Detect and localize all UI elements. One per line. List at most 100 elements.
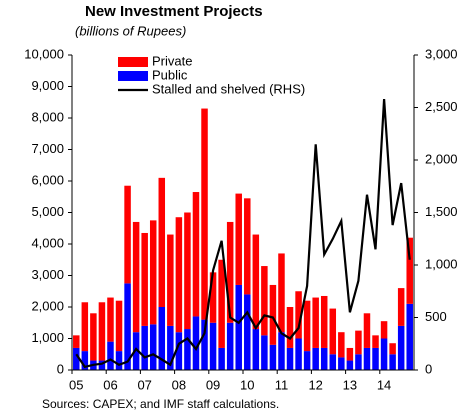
line-series [75,99,411,369]
legend-swatch [118,71,148,81]
bar [192,316,200,370]
x-tick-label: 12 [308,377,322,392]
bar [244,294,251,370]
bar [286,347,294,370]
chart-title: New Investment Projects [85,3,263,20]
x-tick-label: 13 [343,377,357,392]
bar [329,308,337,355]
chart-subtitle: (billions of Rupees) [75,23,186,38]
bar [389,343,396,355]
source-note: Sources: CAPEX; and IMF staff calculatio… [42,397,279,411]
bar [338,332,345,358]
bar [226,322,234,370]
y2-tick-label: 1,000 [425,256,458,271]
bar [141,232,148,326]
bar [244,198,251,295]
bar [397,325,405,370]
bar [303,351,311,370]
bar [115,300,123,352]
bar [175,217,183,333]
bar [98,302,106,361]
bar [295,291,302,339]
bar [218,259,225,348]
bar [406,303,413,370]
legend-label: Stalled and shelved (RHS) [152,81,305,96]
bar [303,300,311,352]
y-tick-label: 6,000 [31,172,64,187]
bar [261,335,268,370]
bar [329,354,337,370]
bar [380,321,388,339]
y-tick-label: 4,000 [31,235,64,250]
y2-tick-label: 2,000 [425,151,458,166]
bar [73,335,80,348]
bar [167,234,174,326]
bar [81,351,89,370]
bar [278,332,285,370]
bar [355,330,362,355]
bar [107,297,114,342]
bar [389,354,396,370]
bar [158,307,166,370]
bar [158,177,166,307]
bar [355,354,362,370]
bar [320,295,328,348]
y-tick-label: 2,000 [31,298,64,313]
bar [406,237,413,304]
bar [209,322,217,370]
bar [346,347,354,361]
bar [149,324,157,370]
bar [295,338,302,370]
x-tick-label: 07 [137,377,151,392]
bar [252,329,260,370]
y-tick-label: 3,000 [31,267,64,282]
bar [81,302,89,352]
x-tick-label: 11 [275,377,289,392]
y2-tick-label: 0 [425,361,432,376]
bar [192,192,200,317]
bar [312,347,319,370]
bar [286,307,294,348]
bar [132,332,140,370]
y-tick-label: 0 [57,361,64,376]
bar [278,253,285,333]
y-tick-label: 8,000 [31,109,64,124]
x-tick-label: 09 [206,377,220,392]
bar [372,347,379,370]
bar [269,344,277,370]
bar [320,347,328,370]
bar [201,108,208,320]
bar [397,288,405,326]
bar [167,325,174,370]
x-tick-label: 06 [103,377,117,392]
bar [73,347,80,370]
legend-label: Private [152,53,192,68]
bar [149,220,157,325]
bar [184,212,191,330]
bar [235,193,242,285]
bar [175,332,183,370]
bar [124,185,131,284]
bar [261,266,268,336]
bar [115,351,123,370]
bar [90,313,97,361]
bar [363,347,371,370]
bar [252,234,260,330]
y-tick-label: 10,000 [24,46,64,61]
legend-swatch [118,57,148,67]
bar [132,221,140,333]
bar [346,360,354,370]
x-tick-label: 08 [172,377,186,392]
bar [98,360,106,370]
x-tick-label: 10 [240,377,254,392]
bar [380,338,388,370]
bar [107,341,114,370]
y-tick-label: 5,000 [31,204,64,219]
y-tick-label: 7,000 [31,141,64,156]
bar [312,297,319,348]
x-tick-label: 05 [69,377,83,392]
bar [363,313,371,348]
bar [184,329,191,370]
bar [124,283,131,370]
bar [201,319,208,370]
